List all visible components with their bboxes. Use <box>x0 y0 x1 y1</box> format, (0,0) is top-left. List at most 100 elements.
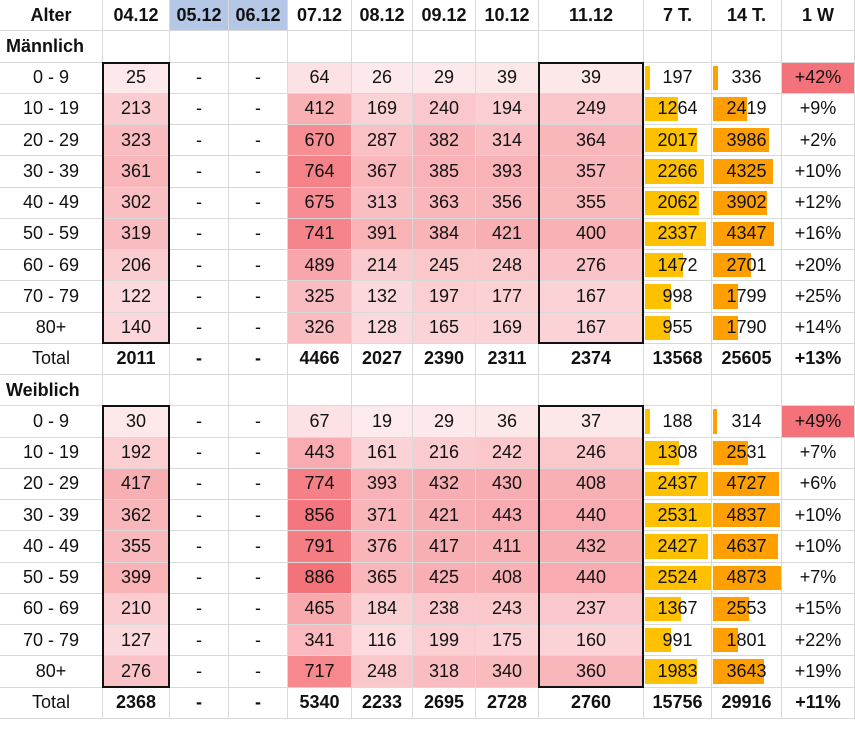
seven-day-cell: 1983 <box>644 656 712 688</box>
seven-day-cell: 2266 <box>644 156 712 188</box>
count-cell: 318 <box>413 656 476 688</box>
count-cell: 213 <box>103 93 170 125</box>
total-cell: 2233 <box>352 687 413 719</box>
fourteen-day-cell: 2531 <box>712 437 782 469</box>
count-cell: - <box>229 500 288 532</box>
count-cell: 116 <box>352 625 413 657</box>
empty-cell <box>170 31 229 63</box>
fourteen-day-cell: 336 <box>712 62 782 94</box>
total-cell: 2311 <box>476 343 539 375</box>
count-cell: 128 <box>352 312 413 344</box>
section-title: Weiblich <box>0 375 103 407</box>
age-group-label: 10 - 19 <box>0 437 103 469</box>
data-bar <box>645 190 699 215</box>
count-cell: - <box>170 406 229 438</box>
column-header: 06.12 <box>229 0 288 32</box>
fourteen-day-cell: 4727 <box>712 468 782 500</box>
count-cell: 314 <box>476 125 539 157</box>
data-bar <box>713 159 774 184</box>
count-cell: 432 <box>539 531 644 563</box>
data-bar <box>713 440 749 465</box>
count-cell: 302 <box>103 187 170 219</box>
column-header: 14 T. <box>712 0 782 32</box>
empty-cell <box>103 375 170 407</box>
count-cell: 169 <box>352 93 413 125</box>
cell-value: 2524 <box>657 567 698 588</box>
count-cell: 741 <box>288 218 352 250</box>
count-cell: 19 <box>352 406 413 438</box>
total-cell: 13568 <box>644 343 712 375</box>
cell-value: 2062 <box>657 192 698 213</box>
count-cell: 362 <box>103 500 170 532</box>
count-cell: - <box>170 281 229 313</box>
week-change-cell: +20% <box>782 250 855 282</box>
empty-cell <box>413 375 476 407</box>
total-cell: 25605 <box>712 343 782 375</box>
count-cell: 326 <box>288 312 352 344</box>
count-cell: 248 <box>352 656 413 688</box>
total-cell: 2368 <box>103 687 170 719</box>
data-bar <box>645 409 650 434</box>
total-cell: 2011 <box>103 343 170 375</box>
fourteen-day-cell: 3986 <box>712 125 782 157</box>
data-bar <box>713 503 781 528</box>
fourteen-day-cell: 1790 <box>712 312 782 344</box>
count-cell: 242 <box>476 437 539 469</box>
week-change-cell: +42% <box>782 62 855 94</box>
empty-cell <box>476 375 539 407</box>
total-cell: 29916 <box>712 687 782 719</box>
empty-cell <box>413 31 476 63</box>
count-cell: 64 <box>288 62 352 94</box>
count-cell: 411 <box>476 531 539 563</box>
column-header: Alter <box>0 0 103 32</box>
fourteen-day-cell: 3902 <box>712 187 782 219</box>
count-cell: - <box>170 562 229 594</box>
count-cell: - <box>170 656 229 688</box>
count-cell: 440 <box>539 500 644 532</box>
count-cell: - <box>229 437 288 469</box>
cell-value: 2553 <box>726 598 767 619</box>
age-group-label: 80+ <box>0 312 103 344</box>
cell-value: 991 <box>662 629 693 650</box>
seven-day-cell: 998 <box>644 281 712 313</box>
count-cell: 393 <box>476 156 539 188</box>
count-cell: 243 <box>476 593 539 625</box>
age-group-label: 50 - 59 <box>0 218 103 250</box>
total-cell: 15756 <box>644 687 712 719</box>
count-cell: 355 <box>539 187 644 219</box>
count-cell: 197 <box>413 281 476 313</box>
total-cell: +11% <box>782 687 855 719</box>
cell-value: 188 <box>662 410 693 431</box>
count-cell: 361 <box>103 156 170 188</box>
fourteen-day-cell: 4347 <box>712 218 782 250</box>
column-header: 07.12 <box>288 0 352 32</box>
count-cell: 313 <box>352 187 413 219</box>
count-cell: 408 <box>539 468 644 500</box>
count-cell: 443 <box>476 500 539 532</box>
count-cell: 246 <box>539 437 644 469</box>
week-change-cell: +25% <box>782 281 855 313</box>
fourteen-day-cell: 1799 <box>712 281 782 313</box>
empty-cell <box>539 31 644 63</box>
age-group-label: 60 - 69 <box>0 250 103 282</box>
cell-value: 4727 <box>726 473 767 494</box>
count-cell: 167 <box>539 312 644 344</box>
cell-value: 1799 <box>726 285 767 306</box>
section-title: Männlich <box>0 31 103 63</box>
total-label: Total <box>0 687 103 719</box>
total-cell: 2695 <box>413 687 476 719</box>
seven-day-cell: 197 <box>644 62 712 94</box>
empty-cell <box>229 31 288 63</box>
age-group-label: 10 - 19 <box>0 93 103 125</box>
cell-value: 2437 <box>657 473 698 494</box>
count-cell: 376 <box>352 531 413 563</box>
data-bar <box>713 534 778 559</box>
data-bar <box>645 628 671 653</box>
count-cell: 391 <box>352 218 413 250</box>
column-header: 10.12 <box>476 0 539 32</box>
column-header: 04.12 <box>103 0 170 32</box>
data-bar <box>713 628 739 653</box>
count-cell: - <box>229 218 288 250</box>
count-cell: 340 <box>476 656 539 688</box>
total-cell: 2760 <box>539 687 644 719</box>
